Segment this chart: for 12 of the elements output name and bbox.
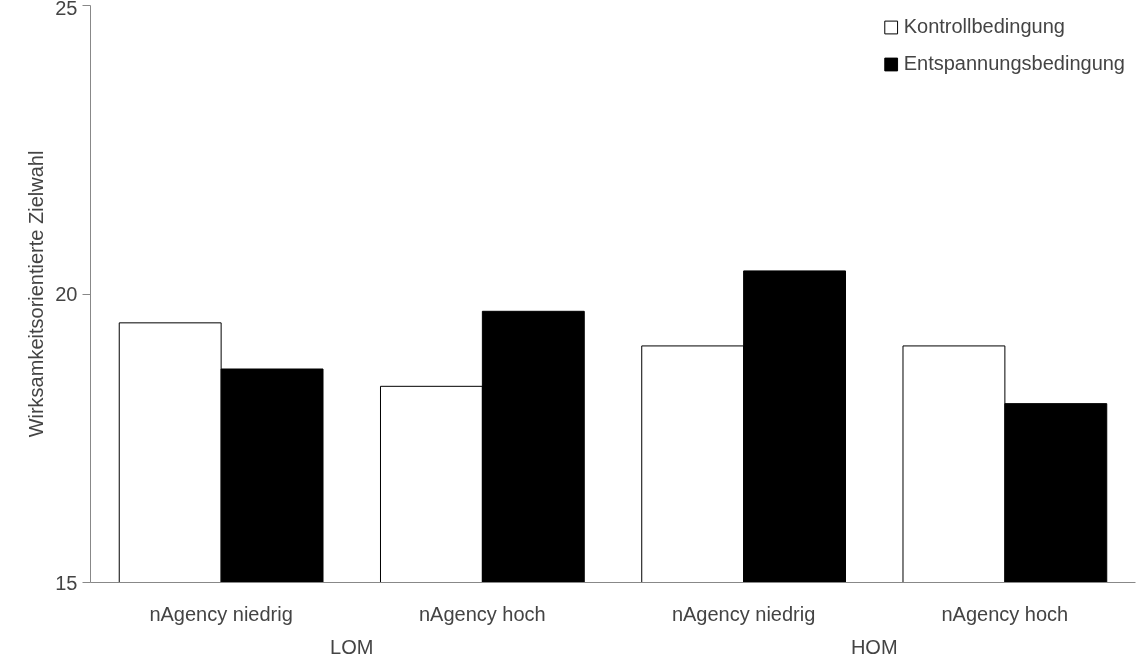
- x-tick-label: nAgency hoch: [941, 602, 1069, 625]
- y-tick-label: 25: [55, 0, 78, 19]
- text: HOM: [850, 635, 898, 658]
- y-tick-label: 15: [55, 571, 78, 594]
- x-tick-label: nAgency niedrig: [149, 602, 293, 625]
- y-tick-label: 20: [55, 283, 78, 305]
- x-tick-label: nAgency hoch: [419, 602, 546, 625]
- text: LOM: [330, 635, 374, 658]
- x-tick-label: nAgency niedrig: [671, 602, 816, 625]
- legend-label: Entspannungsbedingung: [903, 52, 1125, 75]
- legend-label: Kontrollbedingung: [903, 15, 1065, 38]
- y-axis-title: Wirksamkeitsorientierte Zielwahl: [25, 150, 48, 438]
